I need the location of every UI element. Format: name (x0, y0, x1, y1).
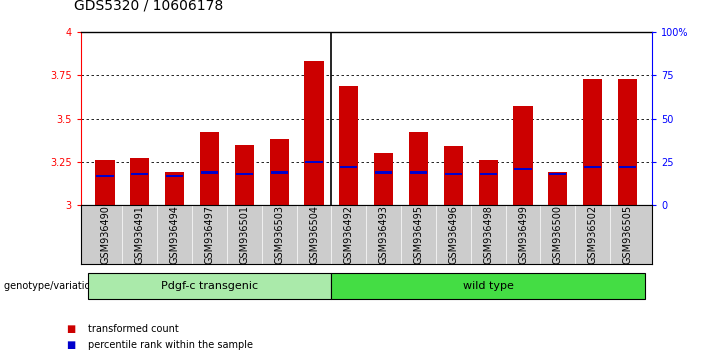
Bar (96, 175, 114, 177)
Text: GSM936505: GSM936505 (622, 205, 632, 264)
Text: GSM936493: GSM936493 (379, 205, 388, 264)
Text: transformed count: transformed count (88, 324, 178, 334)
Bar (479, 173, 497, 175)
Text: GSM936498: GSM936498 (483, 205, 494, 264)
Bar (479, 160, 498, 205)
Text: GSM936497: GSM936497 (205, 205, 215, 264)
Bar (374, 153, 393, 205)
Bar (444, 146, 463, 205)
Text: GSM936491: GSM936491 (135, 205, 145, 264)
Text: GSM936503: GSM936503 (274, 205, 284, 264)
Bar (618, 79, 637, 205)
Bar (236, 173, 253, 175)
Text: wild type: wild type (463, 281, 514, 291)
Bar (131, 173, 149, 175)
Text: GDS5320 / 10606178: GDS5320 / 10606178 (74, 0, 223, 12)
Text: genotype/variation ▶: genotype/variation ▶ (4, 281, 107, 291)
Bar (340, 166, 358, 169)
Text: GSM936494: GSM936494 (170, 205, 179, 264)
Text: GSM936499: GSM936499 (518, 205, 528, 264)
Bar (584, 166, 601, 169)
Bar (95, 160, 114, 205)
Bar (200, 132, 219, 205)
Bar (548, 172, 567, 205)
Bar (410, 171, 427, 174)
Bar (166, 175, 183, 177)
Bar (235, 144, 254, 205)
Text: ■: ■ (67, 340, 76, 350)
Text: ■: ■ (67, 324, 76, 334)
Text: GSM936492: GSM936492 (344, 205, 354, 264)
Bar (515, 167, 531, 170)
Bar (619, 166, 637, 169)
Bar (583, 79, 602, 205)
Bar (550, 173, 566, 175)
Text: GSM936490: GSM936490 (100, 205, 110, 264)
Bar (201, 171, 218, 174)
Text: GSM936501: GSM936501 (239, 205, 250, 264)
Bar (375, 171, 393, 174)
Bar (271, 171, 288, 174)
Bar (165, 172, 184, 205)
Bar (444, 173, 462, 175)
Bar (130, 159, 149, 205)
Bar (304, 61, 324, 205)
Bar (306, 161, 322, 163)
Text: GSM936504: GSM936504 (309, 205, 319, 264)
Text: GSM936502: GSM936502 (587, 205, 598, 264)
Bar (409, 132, 428, 205)
Bar (339, 86, 358, 205)
Text: percentile rank within the sample: percentile rank within the sample (88, 340, 252, 350)
Bar (270, 139, 289, 205)
Bar (513, 107, 533, 205)
Text: GSM936496: GSM936496 (449, 205, 458, 264)
Text: Pdgf-c transgenic: Pdgf-c transgenic (161, 281, 258, 291)
Text: GSM936500: GSM936500 (553, 205, 563, 264)
Text: GSM936495: GSM936495 (414, 205, 423, 264)
